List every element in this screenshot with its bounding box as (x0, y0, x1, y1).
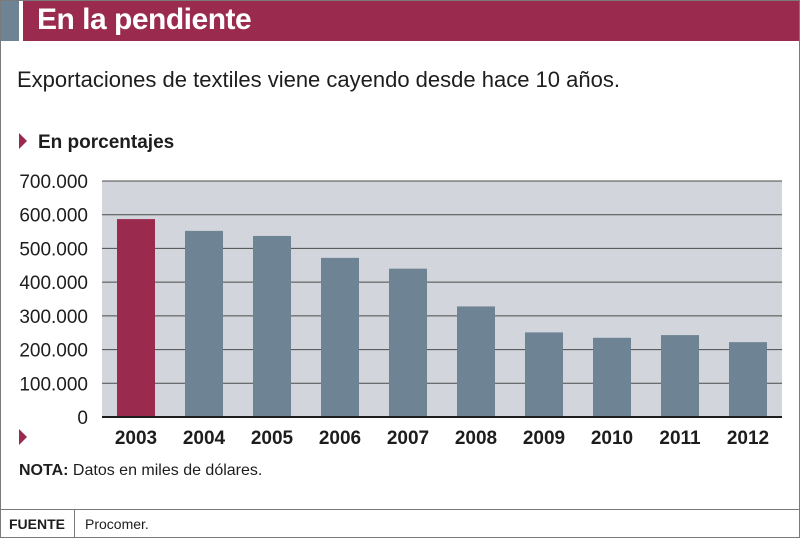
unit-label: En porcentajes (38, 132, 175, 153)
bar (661, 335, 699, 417)
x-tick-label: 2004 (183, 428, 226, 449)
y-tick-label: 300.000 (19, 307, 88, 328)
page-title: En la pendiente (37, 3, 252, 36)
bar (321, 257, 359, 417)
bar (185, 230, 223, 417)
x-tick-label: 2009 (523, 428, 565, 449)
bar (253, 235, 291, 417)
x-tick-label: 2011 (659, 428, 701, 449)
bar-chart: 0 100.000 200.000 300.000 400.000 500.000 600.… (19, 172, 782, 449)
header-bar: En la pendiente (23, 1, 799, 41)
y-tick-label: 200.000 (19, 341, 88, 362)
header-accent-tab (1, 1, 19, 41)
chart-subtitle: Exportaciones de textiles viene cayendo … (17, 67, 620, 92)
x-axis-marker-icon (19, 429, 27, 445)
source-label: FUENTE (9, 516, 65, 532)
x-tick-label: 2003 (115, 428, 157, 449)
y-tick-label: 400.000 (19, 273, 88, 294)
y-tick-label: 600.000 (19, 206, 88, 227)
x-tick-label: 2007 (387, 428, 429, 449)
x-tick-label: 2012 (727, 428, 769, 449)
x-tick-label: 2005 (251, 428, 294, 449)
footer-separator (74, 510, 75, 537)
bar (117, 219, 155, 417)
header: En la pendiente (1, 1, 799, 41)
x-tick-label: 2006 (319, 428, 361, 449)
unit-marker-icon (19, 133, 27, 149)
y-tick-label: 700.000 (19, 172, 88, 193)
y-tick-label: 100.000 (19, 374, 88, 395)
bar (729, 342, 767, 417)
bar (389, 268, 427, 417)
y-tick-label: 500.000 (19, 239, 88, 260)
note-text: Datos en miles de dólares. (72, 462, 263, 479)
x-tick-label: 2010 (591, 428, 633, 449)
x-tick-label: 2008 (455, 428, 497, 449)
bar (593, 337, 631, 417)
note-label: NOTA: (19, 462, 69, 479)
footer-divider (1, 509, 799, 510)
y-tick-label: 0 (77, 408, 88, 429)
source-value: Procomer. (85, 516, 149, 532)
bar (457, 306, 495, 417)
bar (525, 332, 563, 417)
note: NOTA: Datos en miles de dólares. (19, 462, 262, 480)
